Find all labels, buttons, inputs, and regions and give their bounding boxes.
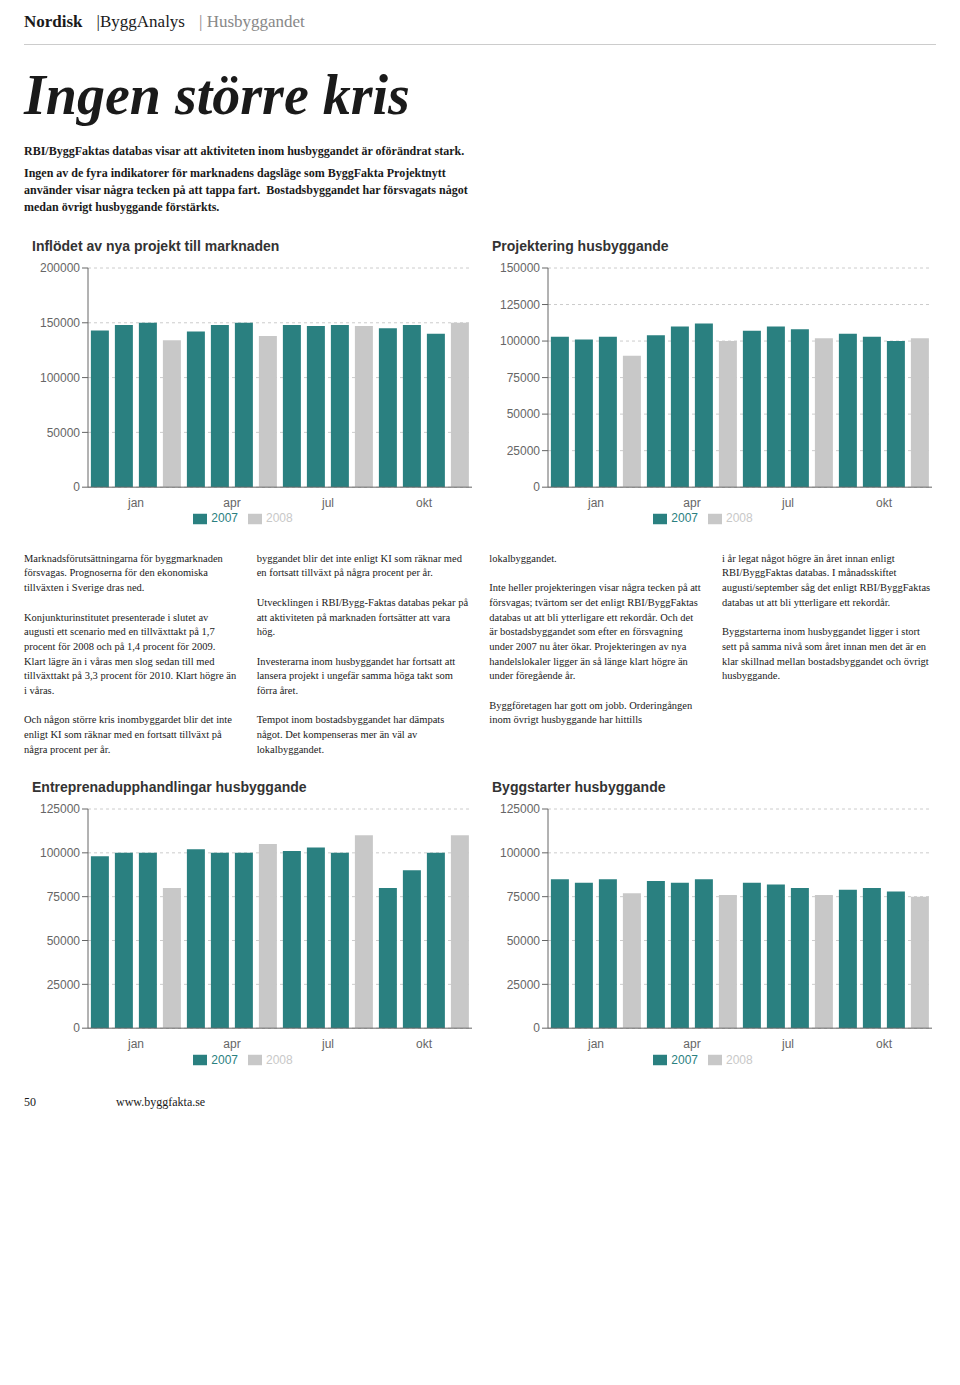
svg-text:75000: 75000 (47, 890, 81, 904)
svg-text:apr: apr (683, 1038, 700, 1052)
html-text:2008: 2008 (726, 1052, 753, 1067)
html-text:Ingen större kris: Ingen större kris (24, 64, 410, 126)
svg-text:apr: apr (223, 1038, 240, 1052)
svg-text:jan: jan (127, 1038, 144, 1052)
html-text:RBI/ByggFaktas databas visar a: RBI/ByggFaktas databas visar att aktivit… (24, 143, 465, 158)
svg-text:150000: 150000 (40, 316, 80, 330)
svg-text:0: 0 (533, 1022, 540, 1036)
svg-text:200000: 200000 (40, 261, 80, 275)
svg-text:25000: 25000 (507, 978, 541, 992)
svg-text:jul: jul (321, 1038, 334, 1052)
html-text:2007: 2007 (671, 1052, 698, 1067)
svg-text:125000: 125000 (40, 803, 80, 817)
svg-text:jan: jan (587, 1038, 604, 1052)
html-text:i år legat något högre än året: i år legat något högre än året innan enl… (722, 552, 933, 682)
html-text:Marknadsförutsättningarna för: Marknadsförutsättningarna för byggmarkna… (24, 552, 239, 755)
svg-text:25000: 25000 (507, 444, 541, 458)
html-text:byggandet blir det inte enligt: byggandet blir det inte enligt KI som rä… (256, 552, 471, 755)
svg-text:75000: 75000 (507, 371, 541, 385)
svg-text:100000: 100000 (40, 371, 80, 385)
svg-text:100000: 100000 (500, 334, 540, 348)
svg-text:50000: 50000 (507, 407, 541, 421)
svg-text:okt: okt (416, 496, 433, 510)
svg-text:0: 0 (73, 480, 80, 494)
html-text:50: 50 (24, 1095, 36, 1110)
svg-text:okt: okt (876, 496, 893, 510)
svg-text:jan: jan (127, 496, 144, 510)
svg-text:150000: 150000 (500, 261, 540, 275)
html-text:lokalbyggandet. Inte heller pr: lokalbyggandet. Inte heller projektering… (489, 552, 704, 726)
html-text:Projektering husbyggande: Projektering husbyggande (492, 237, 669, 254)
html-text:| Husbyggandet: | Husbyggandet (199, 12, 305, 31)
svg-text:125000: 125000 (500, 298, 540, 312)
svg-text:jan: jan (587, 496, 604, 510)
html-text:2008: 2008 (726, 511, 753, 525)
svg-text:50000: 50000 (507, 934, 541, 948)
svg-text:75000: 75000 (507, 890, 541, 904)
html-text:Byggstarter husbyggande: Byggstarter husbyggande (492, 779, 666, 796)
html-text:Entreprenadupphandlingar husby: Entreprenadupphandlingar husbyggande (32, 779, 307, 796)
html-text:2007: 2007 (211, 511, 238, 525)
svg-text:50000: 50000 (47, 934, 81, 948)
svg-text:25000: 25000 (47, 978, 81, 992)
svg-text:0: 0 (73, 1022, 80, 1036)
html-text:Ingen av de fyra indikatorer f: Ingen av de fyra indikatorer för marknad… (24, 166, 468, 214)
svg-text:okt: okt (416, 1038, 433, 1052)
svg-text:125000: 125000 (500, 803, 540, 817)
svg-text:okt: okt (876, 1038, 893, 1052)
svg-text:apr: apr (223, 496, 240, 510)
svg-text:apr: apr (683, 496, 700, 510)
svg-text:0: 0 (533, 480, 540, 494)
html-text:2007: 2007 (671, 511, 698, 525)
svg-text:jul: jul (321, 496, 334, 510)
svg-text:jul: jul (781, 1038, 794, 1052)
svg-text:100000: 100000 (40, 847, 80, 861)
html-text:2008: 2008 (266, 1052, 293, 1067)
html-text:Inflödet av nya projekt till m: Inflödet av nya projekt till marknaden (32, 237, 280, 254)
html-text:|ByggAnalys: |ByggAnalys (96, 12, 185, 31)
svg-text:jul: jul (781, 496, 794, 510)
svg-text:50000: 50000 (47, 425, 81, 439)
html-text:www.byggfakta.se: www.byggfakta.se (116, 1095, 206, 1110)
html-text:Nordisk: Nordisk (24, 12, 83, 31)
html-text:2007: 2007 (211, 1052, 238, 1067)
html-text:2008: 2008 (266, 511, 293, 525)
svg-text:100000: 100000 (500, 847, 540, 861)
